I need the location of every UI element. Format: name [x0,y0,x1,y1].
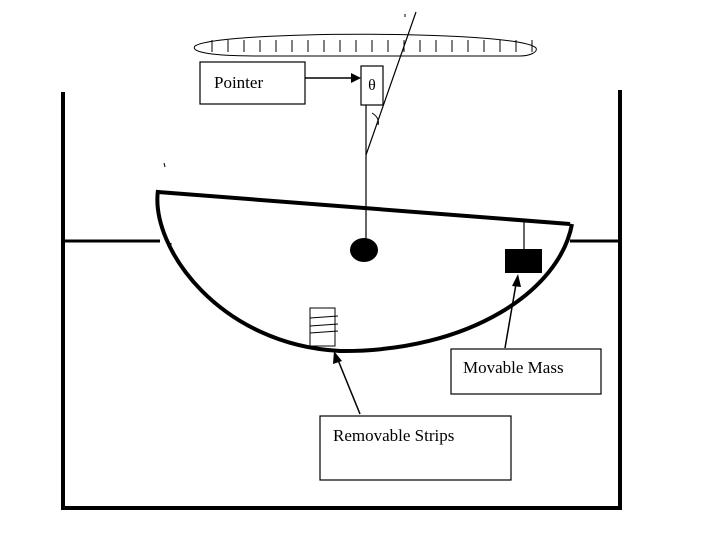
pointer-arrowhead [351,73,361,83]
movable-mass-arrowhead [512,274,521,287]
pointer-label: Pointer [214,73,263,92]
removable-strips-holder [309,307,336,347]
movable-mass-assembly [505,222,542,273]
angle-scale [193,33,537,57]
scale-arc [193,33,537,57]
stray-marks [163,14,406,246]
movable-mass-arrow-shaft [504,283,517,349]
scale-ticks [211,40,533,52]
pointer-tip-box [360,65,384,106]
pontoon-hull [155,189,574,354]
removable-strips [309,307,339,347]
pointer-label-box [199,61,306,105]
movable-mass-callout: Movable Mass [450,274,602,395]
movable-mass-label-box [450,348,602,395]
pendulum-bob [350,238,378,262]
theta-symbol: θ [368,77,376,94]
removable-strips-callout: Removable Strips [319,351,512,481]
strip-line-1 [309,315,339,319]
movable-mass-label: Movable Mass [463,358,564,377]
movable-mass [505,249,542,273]
removable-strips-arrow-shaft [337,359,361,415]
angle-arc [371,112,379,126]
stray-mark [163,162,166,168]
removable-strips-label-box [319,415,512,481]
plumb-line [365,11,417,156]
pointer-callout: Pointer [199,61,361,105]
strip-line-2 [309,323,339,327]
strip-line-3 [309,330,339,334]
pontoon [155,189,574,354]
pontoon-deck [157,190,571,226]
pointer-tip: θ [360,65,384,106]
water-tank [61,90,622,510]
removable-strips-arrowhead [333,351,342,364]
removable-strips-label: Removable Strips [333,426,454,445]
